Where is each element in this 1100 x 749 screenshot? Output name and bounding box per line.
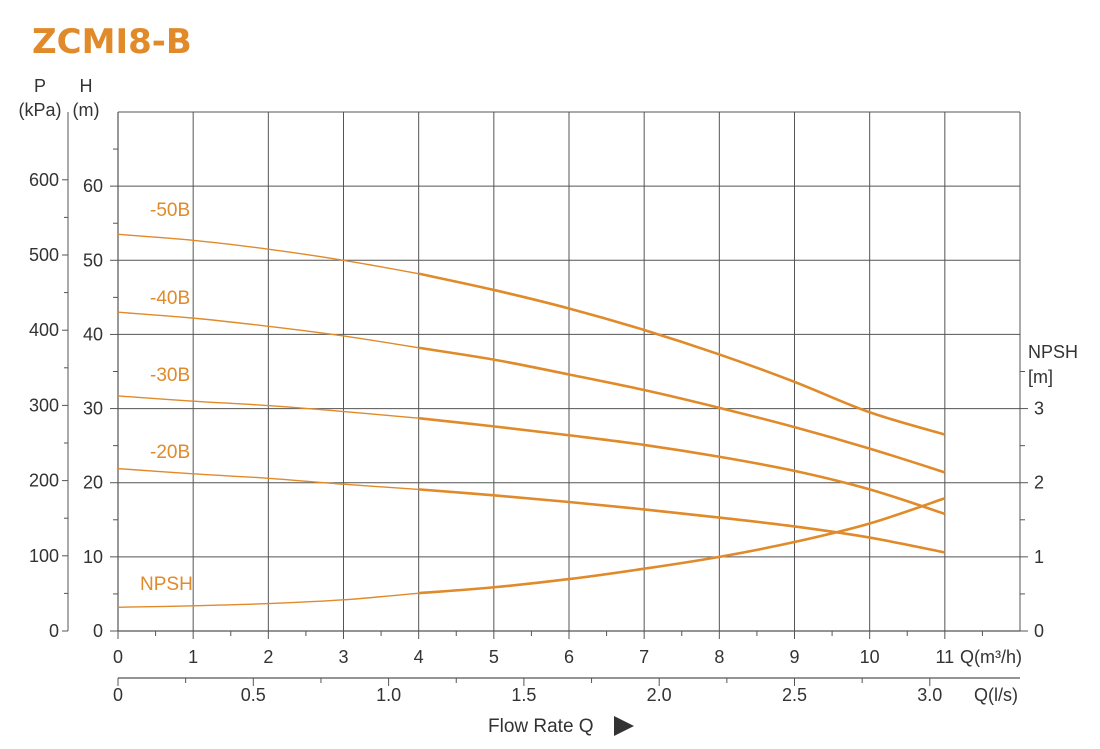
series-line-50b [418,272,946,436]
axis-labels-layer: P (kPa) H (m) NPSH [m] Q(m³/h) Q(l/s) Fl… [18,76,1078,737]
x-tick-label: 3 [338,647,348,667]
x2-tick-label: 0 [113,685,123,705]
x-tick-label: 10 [860,647,880,667]
series-line-30b-thin [117,395,419,419]
h-tick-label: 30 [83,399,103,419]
x2-tick-label: 1.5 [511,685,536,705]
x2-tick-label: 3.0 [917,685,942,705]
npsh-tick-label: 1 [1034,547,1044,567]
play-arrow-icon [614,716,634,736]
h-axis-unit: (m) [73,100,100,120]
grid-layer [118,111,1021,631]
p-tick-label: 0 [49,621,59,641]
p-tick-label: 200 [29,471,59,491]
x-tick-label: 5 [489,647,499,667]
series-line-20b [418,488,946,554]
series-label: -20B [150,442,190,463]
curves-layer [117,233,946,608]
h-tick-label: 50 [83,250,103,270]
x2-tick-label: 0.5 [241,685,266,705]
series-label: -40B [150,288,190,309]
series-labels-layer: -50B -40B -30B -20B NPSH [140,200,193,595]
x-tick-label: 8 [714,647,724,667]
series-label: -50B [150,200,190,221]
series-line-20b-thin [117,467,419,491]
chart-title: ZCMI8-B [32,22,192,62]
series-line-npsh [418,497,946,595]
p-axis-title: P [34,76,46,96]
h-tick-label: 0 [93,621,103,641]
npsh-axis-unit: [m] [1028,367,1053,387]
series-line-npsh-thin [117,592,419,608]
series-line-50b-thin [117,233,419,275]
x-tick-label: 1 [188,647,198,667]
p-tick-label: 600 [29,170,59,190]
x-tick-label: 11 [935,647,954,667]
h-tick-label: 20 [83,473,103,493]
h-tick-label: 60 [83,176,103,196]
npsh-tick-label: 2 [1034,473,1044,493]
series-label: -30B [150,365,190,386]
npsh-axis-title: NPSH [1028,342,1078,362]
x2-tick-label: 2.5 [782,685,807,705]
x-tick-label: 9 [789,647,799,667]
p-tick-label: 300 [29,395,59,415]
h-axis-title: H [80,76,93,96]
x-tick-label: 4 [414,647,424,667]
p-tick-label: 400 [29,320,59,340]
p-tick-label: 100 [29,546,59,566]
h-tick-label: 40 [83,324,103,344]
q-ls-unit-label: Q(l/s) [974,685,1018,705]
x-tick-label: 6 [564,647,574,667]
x-tick-label: 2 [263,647,273,667]
x2-tick-label: 1.0 [376,685,401,705]
x2-tick-label: 2.0 [647,685,672,705]
series-line-40b [418,346,946,474]
npsh-tick-label: 0 [1034,621,1044,641]
x-tick-label: 0 [113,647,123,667]
series-line-40b-thin [117,311,419,349]
series-line-30b [418,416,946,516]
x-axis-title: Flow Rate Q [488,716,594,737]
p-tick-label: 500 [29,245,59,265]
p-axis-unit: (kPa) [18,100,61,120]
series-label: NPSH [140,574,193,595]
x-tick-label: 7 [639,647,649,667]
npsh-tick-label: 3 [1034,399,1044,419]
h-tick-label: 10 [83,547,103,567]
q-m3h-unit-label: Q(m³/h) [960,647,1022,667]
axes-layer: 0 1 2 3 4 5 6 7 8 9 10 110 0.5 1.0 1.5 2.0 2.5 3.00102030… [29,112,1044,705]
